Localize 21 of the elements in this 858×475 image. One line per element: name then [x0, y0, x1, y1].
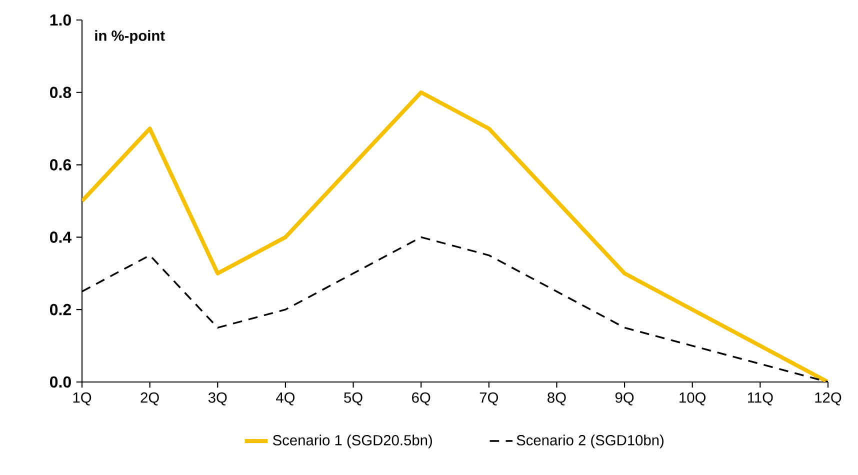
x-tick-label: 1Q	[73, 392, 92, 406]
y-tick-label: 0.8	[50, 86, 72, 98]
legend-label: Scenario 1 (SGD20.5bn)	[272, 434, 432, 448]
x-tick-label: 11Q	[748, 392, 773, 406]
y-tick-label: 0.6	[50, 159, 72, 170]
x-tick-label: 7Q	[480, 392, 498, 406]
x-tick-label: 10Q	[680, 392, 706, 406]
y-tick-label: 0.0	[50, 376, 71, 388]
x-tick-label: 4Q	[276, 392, 295, 406]
x-tick-label: 12Q	[815, 392, 842, 406]
y-axis-title: in %-point	[95, 30, 165, 44]
x-tick-label: 5Q	[344, 392, 362, 406]
legend-label: Scenario 2 (SGD10bn)	[516, 434, 664, 448]
y-tick-label: 1.0	[50, 14, 71, 26]
x-tick-label: 2Q	[140, 392, 159, 406]
x-tick-label: 9Q	[615, 392, 634, 406]
y-tick-label: 0.2	[50, 304, 71, 316]
y-tick-label: 0.4	[50, 232, 72, 243]
x-tick-label: 6Q	[412, 392, 430, 406]
x-tick-label: 3Q	[208, 392, 227, 406]
x-tick-label: 8Q	[548, 392, 566, 406]
